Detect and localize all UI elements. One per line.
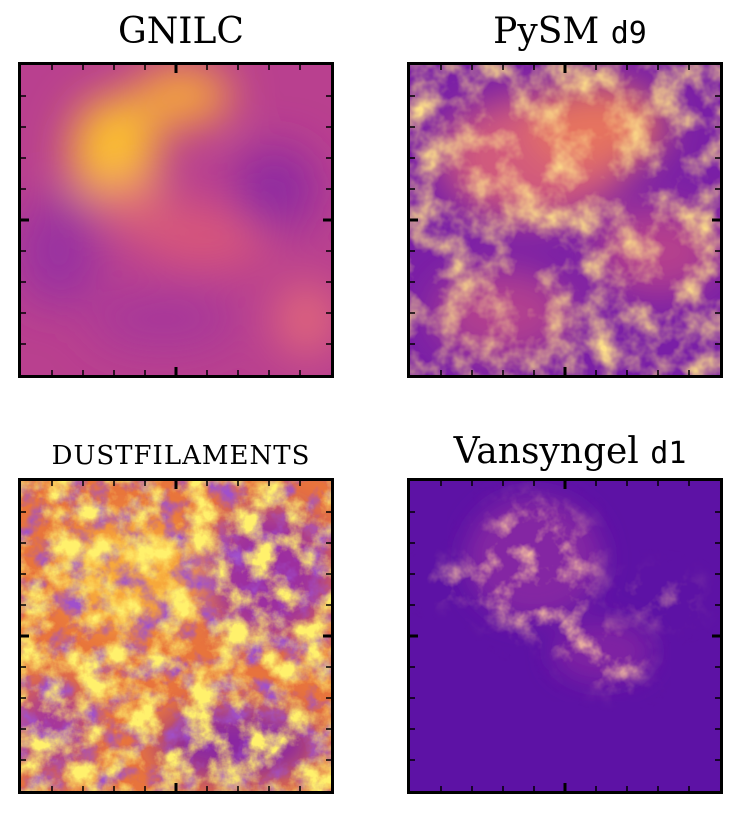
dust-map-vansyngel-d1 bbox=[407, 478, 723, 794]
panel-title-code: d1 bbox=[650, 436, 687, 471]
panel-title-text: PySM bbox=[493, 11, 611, 52]
panel-title-code: d9 bbox=[610, 16, 647, 51]
panel-title-text: GNILC bbox=[118, 11, 244, 52]
panel-gnilc: GNILC bbox=[18, 0, 344, 400]
dust-map-pysm-d9 bbox=[407, 62, 723, 378]
map-image bbox=[21, 65, 331, 375]
panel-title-gnilc: GNILC bbox=[18, 10, 344, 54]
dust-map-dustfilaments bbox=[18, 478, 334, 794]
panel-title-vansyngel: Vansyngel d1 bbox=[407, 430, 733, 476]
panel-title-text: DUSTFILAMENTS bbox=[51, 441, 311, 471]
panel-title-text: Vansyngel bbox=[453, 431, 651, 472]
panel-title-pysm: PySM d9 bbox=[407, 10, 733, 56]
map-image bbox=[410, 481, 720, 791]
map-image bbox=[21, 481, 331, 791]
panel-pysm-d9: PySM d9 bbox=[407, 0, 733, 400]
dust-map-gnilc bbox=[18, 62, 334, 378]
panel-title-dustfilaments: DUSTFILAMENTS bbox=[18, 434, 344, 478]
panel-vansyngel-d1: Vansyngel d1 bbox=[407, 418, 733, 818]
panel-dustfilaments: DUSTFILAMENTS bbox=[18, 418, 344, 818]
map-image bbox=[410, 65, 720, 375]
